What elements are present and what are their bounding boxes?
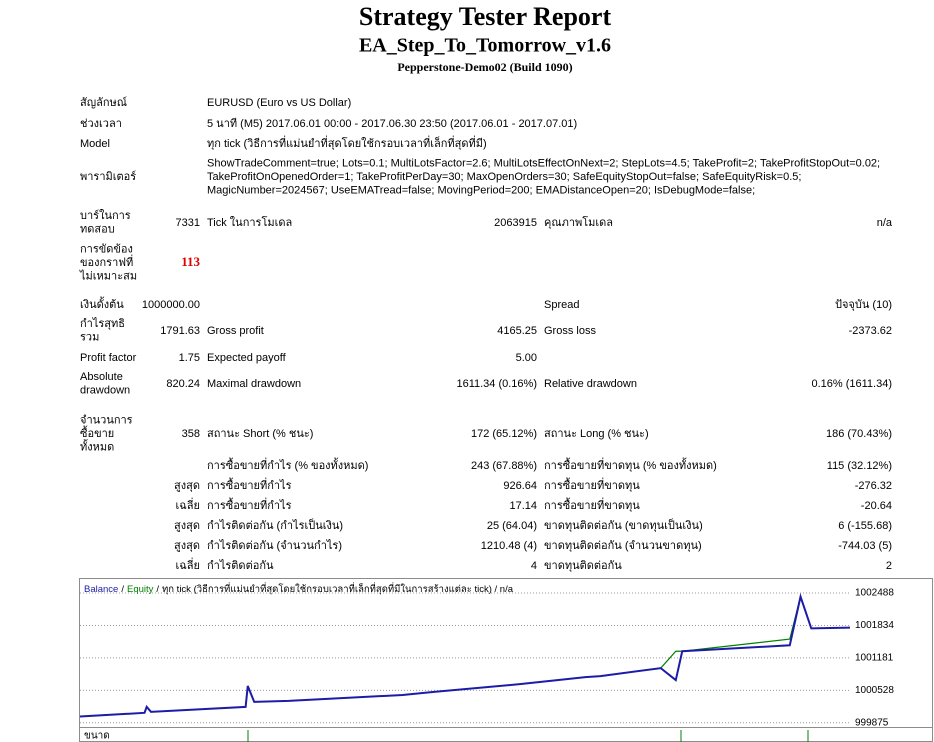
- field-label: ช่วงเวลา: [80, 118, 122, 130]
- field-text: ทุก tick (วิธีการที่แม่นยำที่สุดโดยใช้กร…: [207, 135, 487, 150]
- field-value: -20.64: [861, 500, 892, 512]
- field-text: MagicNumber=2024567; UseEMATread=false; …: [207, 184, 755, 196]
- field-value: 4: [531, 560, 537, 572]
- field-value: n/a: [877, 217, 893, 229]
- field-label: Gross profit: [207, 325, 264, 337]
- field-label: การซื้อขายที่ขาดทุน: [544, 477, 640, 492]
- field-value: 1.75: [179, 352, 200, 364]
- field-label: กำไรติดต่อกัน (กำไรเป็นเงิน): [207, 518, 343, 532]
- field-label: Absolute: [80, 371, 123, 383]
- field-label: Maximal drawdown: [207, 378, 301, 390]
- field-label: ซื้อขาย: [80, 425, 114, 440]
- field-label: การซื้อขายที่ขาดทุน: [544, 497, 640, 512]
- field-label: ทดสอบ: [80, 224, 115, 236]
- field-label: Gross loss: [544, 325, 596, 337]
- field-label: พารามิเตอร์: [80, 170, 136, 183]
- field-label: กำไรติดต่อกัน: [207, 559, 274, 572]
- volume-label: ขนาด: [84, 731, 110, 742]
- field-label: การขัดข้อง: [80, 243, 133, 255]
- field-label: Profit factor: [80, 352, 137, 364]
- field-text: ShowTradeComment=true; Lots=0.1; MultiLo…: [207, 157, 880, 169]
- field-value: เฉลี่ย: [176, 557, 200, 572]
- field-value: 4165.25: [497, 325, 537, 337]
- report-subtitle: EA_Step_To_Tomorrow_v1.6: [359, 35, 611, 57]
- field-value: -2373.62: [849, 325, 892, 337]
- series-line: [79, 592, 851, 718]
- field-value: -744.03 (5): [838, 540, 892, 552]
- field-label: ของกราฟที่: [80, 254, 133, 269]
- field-value: 113: [181, 254, 200, 269]
- field-value: 115 (32.12%): [827, 460, 892, 472]
- field-value: สูงสุด: [174, 520, 200, 532]
- chart-legend: Balance / Equity / ทุก tick (วิธีการที่แม่นย…: [84, 582, 514, 595]
- field-label: drawdown: [80, 385, 130, 397]
- legend-separator: /: [156, 584, 159, 595]
- field-value: 7331: [176, 217, 200, 229]
- server-name: Pepperstone-Demo02 (Build 1090): [397, 60, 572, 74]
- field-value: -276.32: [855, 480, 892, 492]
- field-label: การซื้อขายที่กำไร (% ของทั้งหมด): [207, 457, 368, 472]
- field-label: Relative drawdown: [544, 378, 637, 390]
- field-value: 172 (65.12%): [471, 428, 537, 440]
- field-text: 5 นาที (M5) 2017.06.01 00:00 - 2017.06.3…: [207, 117, 577, 130]
- y-tick-label: 1001181: [855, 653, 894, 664]
- field-value: 1000000.00: [142, 299, 200, 311]
- field-value: 926.64: [503, 480, 537, 492]
- field-value: 17.14: [509, 500, 537, 512]
- field-label: ขาดทุนติดต่อกัน (ขาดทุนเป็นเงิน): [544, 518, 703, 532]
- report-title: Strategy Tester Report: [359, 2, 612, 31]
- field-label: กำไรติดต่อกัน (จำนวนกำไร): [207, 539, 342, 552]
- field-value: 0.16% (1611.34): [811, 378, 892, 390]
- field-value: เฉลี่ย: [176, 497, 200, 512]
- field-label: การซื้อขายที่กำไร: [207, 497, 292, 512]
- y-tick-label: 999875: [855, 717, 889, 728]
- legend-separator: /: [121, 584, 124, 595]
- field-value: 1611.34 (0.16%): [456, 378, 537, 390]
- field-label: สัญลักษณ์: [80, 96, 127, 109]
- field-label: Model: [80, 138, 110, 150]
- field-label: สถานะ Short (% ชนะ): [207, 428, 313, 440]
- chart-description: ทุก tick (วิธีการที่แม่นยำที่สุดโดยใช้กร…: [162, 582, 514, 595]
- field-label: การซื้อขายที่กำไร: [207, 477, 292, 492]
- field-label: กำไรสุทธิ: [80, 317, 125, 330]
- field-label: Tick ในการโมเดล: [207, 215, 292, 229]
- field-label: Spread: [544, 299, 579, 311]
- field-label: ทั้งหมด: [80, 438, 114, 453]
- field-text: TakeProfitOnOpenedOrder=1; TakeProfitPer…: [207, 171, 801, 183]
- legend-entry: Balance: [84, 584, 118, 595]
- field-value: 6 (-155.68): [838, 520, 892, 532]
- field-value: 5.00: [516, 352, 537, 364]
- y-tick-label: 1002488: [855, 588, 894, 599]
- field-value: 820.24: [166, 378, 200, 390]
- chart-frame: [79, 578, 933, 742]
- field-value: 2: [886, 560, 892, 572]
- field-value: สูงสุด: [174, 540, 200, 552]
- field-label: จำนวนการ: [80, 414, 133, 426]
- field-value: 186 (70.43%): [826, 428, 892, 440]
- field-value: 358: [182, 428, 200, 440]
- field-value: 2063915: [494, 217, 537, 229]
- field-value: สูงสุด: [174, 480, 200, 492]
- field-label: คุณภาพโมเดล: [544, 215, 613, 229]
- field-label: สถานะ Long (% ชนะ): [544, 428, 649, 440]
- field-value: 243 (67.88%): [471, 460, 537, 472]
- y-tick-label: 1001834: [855, 620, 894, 631]
- field-label: ไม่เหมาะสม: [79, 269, 137, 282]
- field-label: ขาดทุนติดต่อกัน (จำนวนขาดทุน): [544, 540, 702, 552]
- field-value: 1210.48 (4): [481, 540, 537, 552]
- legend-entry: Equity: [127, 584, 154, 595]
- field-value: 1791.63: [160, 325, 200, 337]
- field-label: เงินดั้งต้น: [80, 296, 124, 311]
- y-tick-label: 1000528: [855, 685, 894, 696]
- field-value: 25 (64.04): [487, 520, 537, 532]
- field-label: การซื้อขายที่ขาดทุน (% ของทั้งหมด): [544, 457, 717, 472]
- field-label: ขาดทุนติดต่อกัน: [544, 560, 622, 572]
- field-text: EURUSD (Euro vs US Dollar): [207, 97, 351, 109]
- field-label: บาร์ในการ: [80, 209, 131, 222]
- field-label: Expected payoff: [207, 352, 287, 364]
- field-label: รวม: [80, 332, 99, 344]
- field-value: ปัจจุบัน (10): [835, 299, 892, 311]
